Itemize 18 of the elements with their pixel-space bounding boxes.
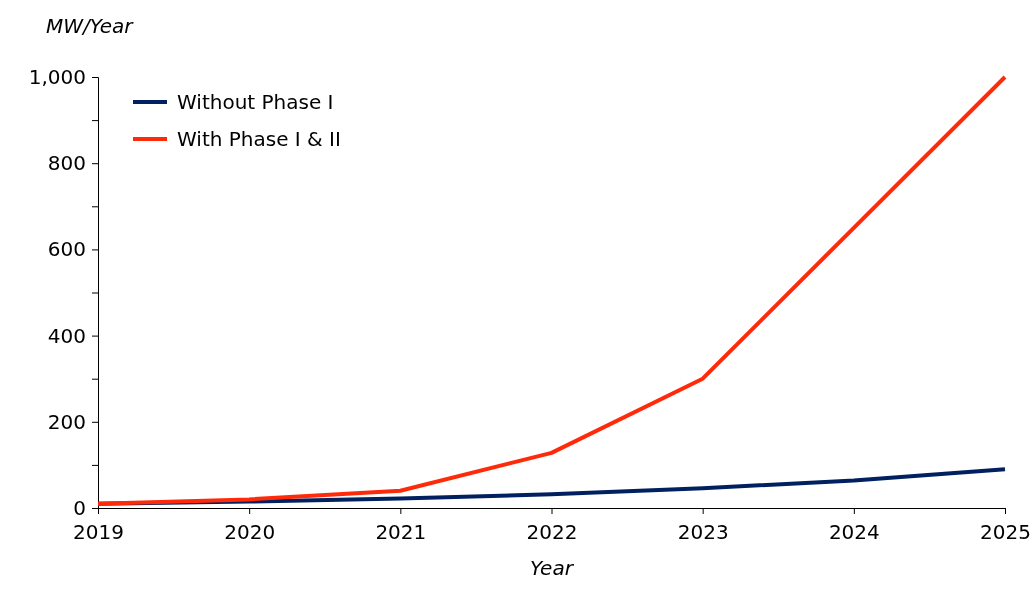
y-tick-label: 0: [73, 495, 86, 520]
x-tick-label: 2025: [980, 520, 1031, 544]
y-tick-label: 400: [47, 323, 86, 348]
x-tick-label: 2024: [828, 520, 880, 544]
y-tick-label: 200: [47, 409, 86, 434]
legend-label: Without Phase I: [177, 90, 334, 114]
x-axis-title: Year: [530, 556, 575, 580]
legend-label: With Phase I & II: [177, 127, 341, 151]
line-series: [96, 75, 1007, 506]
x-tick-label: 2023: [677, 520, 729, 544]
x-tick-label: 2020: [224, 520, 276, 544]
y-axis-title: MW/Year: [46, 14, 135, 38]
x-tick-label: 2021: [375, 520, 427, 544]
y-tick-label: 600: [47, 237, 86, 262]
x-tick-label: 2019: [73, 520, 124, 544]
x-tick-label: 2022: [526, 520, 578, 544]
y-tick-label: 800: [47, 151, 86, 176]
y-tick-label: 1,000: [28, 64, 86, 89]
